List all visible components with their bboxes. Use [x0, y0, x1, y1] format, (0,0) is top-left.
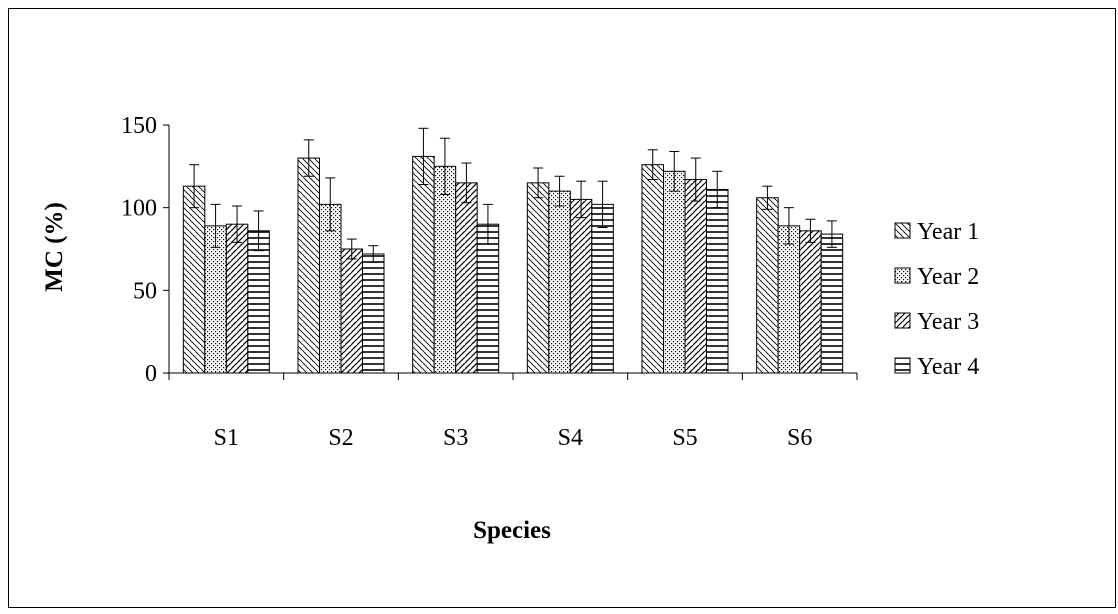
error-bar-s1-year-3	[232, 205, 243, 243]
error-bar-s6-year-3	[805, 218, 816, 243]
x-tick-label-s1: S1	[214, 425, 239, 451]
legend-item-year-1: Year 1	[894, 219, 979, 245]
bar-s6-year-2	[777, 225, 801, 374]
x-tick-label-s5: S5	[672, 425, 697, 451]
bar-s4-year-2	[548, 190, 571, 374]
bar-s6-year-4	[820, 233, 844, 374]
bar-s3-year-4	[476, 223, 500, 374]
bar-s6-year-1	[756, 197, 779, 374]
bar-s4-year-4	[591, 203, 614, 374]
error-bar-s3-year-2	[439, 137, 450, 195]
x-tick-label-s6: S6	[787, 425, 812, 451]
error-bar-s4-year-1	[533, 167, 544, 199]
error-bar-s5-year-2	[669, 150, 680, 192]
y-tick-label: 50	[133, 278, 157, 304]
error-bar-s6-year-2	[783, 207, 794, 245]
bar-s4-year-3	[569, 198, 593, 374]
bar-s5-year-3	[684, 179, 707, 374]
bar-s2-year-1	[297, 157, 320, 374]
x-tick-label-s2: S2	[328, 425, 353, 451]
y-tick-label: 0	[145, 361, 157, 387]
error-bar-s4-year-3	[576, 180, 587, 219]
x-axis-title: Species	[473, 517, 551, 544]
x-axis: S1 S2 S3 S4 S5 S6	[168, 372, 858, 451]
bar-s3-year-1	[412, 155, 435, 374]
error-bar-s2-year-4	[368, 245, 379, 263]
error-bar-s1-year-1	[189, 164, 200, 209]
legend-item-year-4: Year 4	[894, 354, 979, 380]
bar-s1-year-2	[204, 225, 227, 374]
error-bar-s4-year-4	[597, 180, 608, 229]
legend-swatch	[894, 267, 911, 284]
bar-s1-year-1	[182, 185, 206, 374]
error-bar-s4-year-2	[554, 175, 565, 207]
x-tick-label-s4: S4	[558, 425, 583, 451]
y-axis: 0 50 100 150	[121, 113, 170, 387]
bar-s2-year-3	[340, 248, 363, 374]
legend-swatch	[894, 312, 911, 329]
error-bar-s3-year-3	[461, 162, 472, 204]
error-bar-s5-year-3	[690, 157, 701, 202]
legend: Year 1 Year 2 Year 3 Year 4	[894, 219, 979, 380]
legend-label: Year 2	[917, 264, 979, 290]
error-bar-s5-year-1	[647, 149, 658, 181]
x-tick-label-s3: S3	[443, 425, 468, 451]
bar-s5-year-2	[663, 170, 686, 374]
bar-s5-year-4	[706, 188, 729, 374]
error-bar-s3-year-1	[418, 127, 429, 186]
legend-item-year-2: Year 2	[894, 264, 979, 290]
legend-swatch	[894, 222, 911, 239]
y-tick-label: 150	[121, 113, 157, 139]
bar-s1-year-4	[247, 230, 270, 374]
legend-item-year-3: Year 3	[894, 309, 979, 335]
error-bar-s6-year-4	[826, 220, 837, 248]
y-tick-label: 100	[121, 196, 157, 222]
chart-frame: 0 50 100 150 S1 S2 S3 S4 S5 S6 MC (%) Species Ye…	[8, 8, 1116, 608]
bar-s1-year-3	[225, 223, 249, 374]
error-bar-s2-year-2	[325, 177, 336, 232]
error-bar-s1-year-2	[210, 203, 221, 248]
bar-s2-year-4	[362, 253, 385, 374]
bar-s3-year-3	[455, 182, 478, 374]
bar-s4-year-1	[526, 182, 550, 374]
error-bar-s6-year-1	[762, 185, 773, 210]
legend-label: Year 4	[917, 354, 979, 380]
bar-s6-year-3	[799, 230, 822, 374]
bar-s5-year-1	[641, 164, 664, 374]
error-bar-s1-year-4	[253, 210, 264, 252]
bar-chart: 0 50 100 150 S1 S2 S3 S4 S5 S6 MC (%) Species Ye…	[41, 113, 979, 544]
error-bar-s3-year-4	[482, 203, 493, 245]
bars	[182, 155, 844, 374]
legend-label: Year 3	[917, 309, 979, 335]
error-bar-s2-year-3	[346, 238, 357, 260]
bar-s3-year-2	[433, 165, 457, 374]
legend-swatch	[894, 357, 911, 374]
error-bars	[189, 127, 837, 263]
y-axis-title: MC (%)	[41, 202, 68, 292]
error-bar-s2-year-1	[303, 139, 314, 177]
error-bar-s5-year-4	[712, 170, 723, 209]
legend-label: Year 1	[917, 219, 979, 245]
